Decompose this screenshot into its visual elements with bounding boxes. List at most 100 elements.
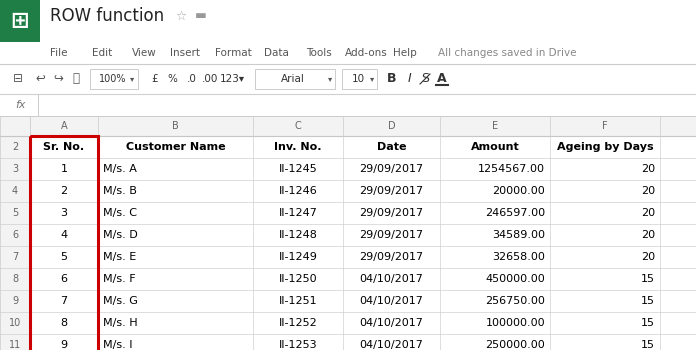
Bar: [0, 202, 696, 224]
Text: 04/10/2017: 04/10/2017: [360, 318, 423, 328]
Bar: [90, 69, 138, 89]
Text: 4: 4: [61, 230, 68, 240]
Text: ↩: ↩: [35, 72, 45, 85]
Text: All changes saved in Drive: All changes saved in Drive: [438, 48, 576, 58]
Text: 7: 7: [12, 252, 18, 262]
Text: II-1246: II-1246: [278, 186, 317, 196]
Text: 9: 9: [12, 296, 18, 306]
Bar: [0, 334, 30, 350]
Bar: [0, 312, 30, 334]
Text: 20: 20: [641, 208, 655, 218]
Text: ROW function: ROW function: [50, 7, 164, 25]
Bar: [0, 136, 696, 158]
Text: 15: 15: [641, 340, 655, 350]
Text: 29/09/2017: 29/09/2017: [359, 230, 424, 240]
Bar: [30, 136, 98, 350]
Text: D: D: [388, 121, 395, 131]
Bar: [0, 180, 696, 202]
Text: M/s. A: M/s. A: [103, 164, 137, 174]
Bar: [0, 290, 696, 312]
Bar: [0, 94, 696, 116]
Text: 20000.00: 20000.00: [492, 186, 545, 196]
Text: .00: .00: [202, 74, 218, 84]
Text: S: S: [421, 72, 429, 85]
Text: A: A: [61, 121, 68, 131]
Text: 4: 4: [12, 186, 18, 196]
Text: B: B: [387, 72, 397, 85]
Text: C: C: [294, 121, 301, 131]
Bar: [0, 116, 30, 136]
Text: .0: .0: [187, 74, 197, 84]
Text: ↪: ↪: [53, 72, 63, 85]
Text: Ageing by Days: Ageing by Days: [557, 142, 654, 152]
Text: Insert: Insert: [170, 48, 200, 58]
Text: M/s. D: M/s. D: [103, 230, 138, 240]
Text: 10: 10: [9, 318, 21, 328]
Text: ⊟: ⊟: [13, 72, 23, 85]
Text: M/s. F: M/s. F: [103, 274, 136, 284]
Text: Customer Name: Customer Name: [126, 142, 226, 152]
Text: 7: 7: [61, 296, 68, 306]
Text: Edit: Edit: [92, 48, 112, 58]
Text: 10: 10: [351, 74, 365, 84]
Text: 450000.00: 450000.00: [485, 274, 545, 284]
Text: Arial: Arial: [281, 74, 305, 84]
Text: 🖌: 🖌: [72, 72, 79, 85]
Text: 123▾: 123▾: [219, 74, 244, 84]
Text: 6: 6: [12, 230, 18, 240]
Bar: [0, 202, 30, 224]
Text: 15: 15: [641, 318, 655, 328]
Text: Help: Help: [393, 48, 417, 58]
Text: 5: 5: [61, 252, 68, 262]
Text: 15: 15: [641, 296, 655, 306]
Text: Inv. No.: Inv. No.: [274, 142, 322, 152]
Text: Date: Date: [377, 142, 406, 152]
Text: Data: Data: [264, 48, 289, 58]
Text: B: B: [172, 121, 179, 131]
Text: 20: 20: [641, 252, 655, 262]
Text: 3: 3: [61, 208, 68, 218]
Text: 32658.00: 32658.00: [492, 252, 545, 262]
Text: II-1251: II-1251: [278, 296, 317, 306]
Text: M/s. H: M/s. H: [103, 318, 138, 328]
Text: ▬: ▬: [195, 9, 207, 22]
Text: II-1252: II-1252: [278, 318, 317, 328]
Text: ▾: ▾: [130, 75, 134, 84]
Bar: [0, 116, 696, 136]
Text: 20: 20: [641, 186, 655, 196]
Text: 1: 1: [61, 164, 68, 174]
Text: 20: 20: [641, 164, 655, 174]
Text: M/s. B: M/s. B: [103, 186, 137, 196]
Text: M/s. I: M/s. I: [103, 340, 132, 350]
Text: %: %: [167, 74, 177, 84]
Bar: [0, 224, 30, 246]
Text: View: View: [132, 48, 157, 58]
Text: 8: 8: [12, 274, 18, 284]
Text: 100%: 100%: [100, 74, 127, 84]
Text: M/s. C: M/s. C: [103, 208, 137, 218]
Bar: [0, 334, 696, 350]
Bar: [0, 224, 696, 246]
Bar: [0, 246, 30, 268]
Text: 29/09/2017: 29/09/2017: [359, 208, 424, 218]
Text: 20: 20: [641, 230, 655, 240]
Text: II-1253: II-1253: [278, 340, 317, 350]
Text: fx: fx: [15, 100, 26, 110]
Text: Tools: Tools: [306, 48, 332, 58]
Text: 04/10/2017: 04/10/2017: [360, 274, 423, 284]
Text: II-1245: II-1245: [278, 164, 317, 174]
Bar: [255, 69, 335, 89]
Text: Amount: Amount: [470, 142, 519, 152]
Text: 1254567.00: 1254567.00: [478, 164, 545, 174]
Text: I: I: [408, 72, 412, 85]
Text: Format: Format: [215, 48, 252, 58]
Text: ⊞: ⊞: [10, 11, 29, 31]
Bar: [0, 290, 30, 312]
Text: 29/09/2017: 29/09/2017: [359, 186, 424, 196]
Text: 9: 9: [61, 340, 68, 350]
Text: 2: 2: [12, 142, 18, 152]
Bar: [0, 268, 30, 290]
Text: 29/09/2017: 29/09/2017: [359, 252, 424, 262]
Text: ▾: ▾: [328, 75, 332, 84]
Text: E: E: [492, 121, 498, 131]
